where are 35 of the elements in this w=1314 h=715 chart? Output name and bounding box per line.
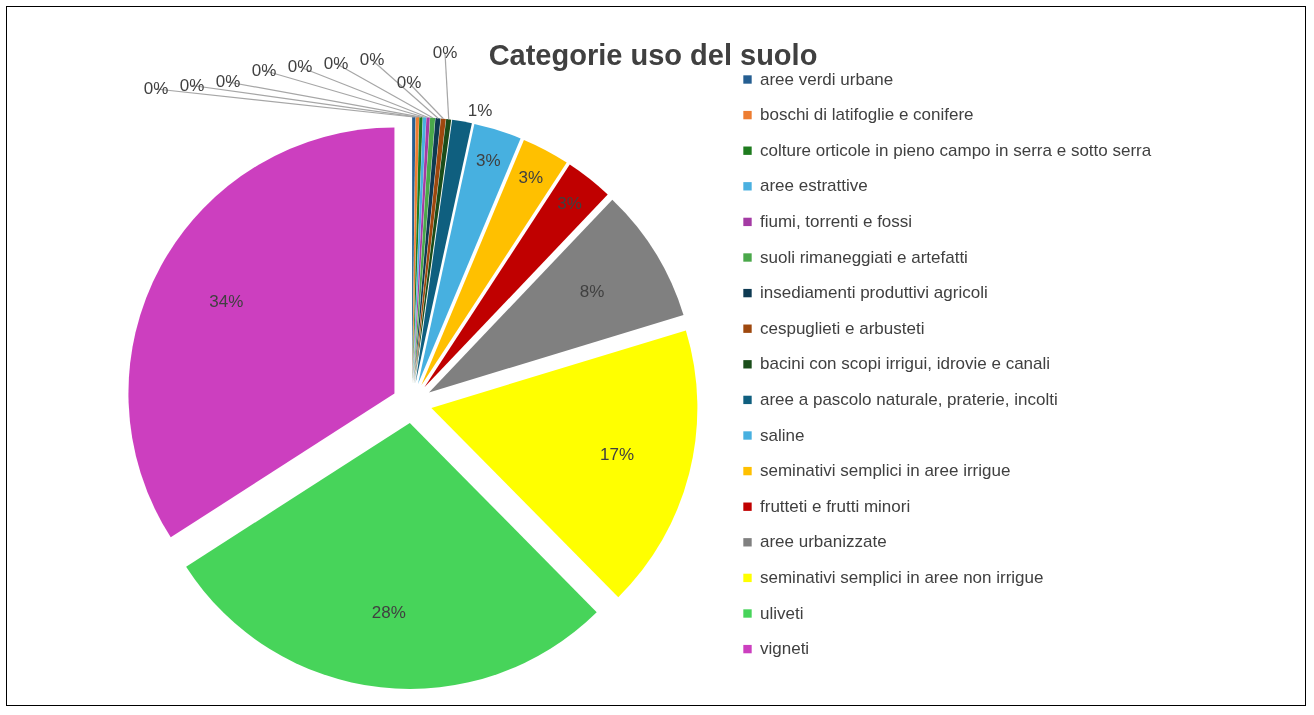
data-label: 34% <box>209 291 244 311</box>
legend-label: insediamenti produttivi agricoli <box>760 283 988 303</box>
data-label: 3% <box>557 193 582 213</box>
legend-label: vigneti <box>760 639 810 659</box>
legend-label: boschi di latifoglie e conifere <box>760 105 974 125</box>
legend-label: bacini con scopi irrigui, idrovie e canali <box>760 354 1051 374</box>
legend-label: saline <box>760 425 805 445</box>
legend-label: suoli rimaneggiati e artefatti <box>760 247 968 267</box>
legend-label: aree estrattive <box>760 176 868 196</box>
data-label: 0% <box>251 60 277 80</box>
legend-label: seminativi semplici in aree irrigue <box>760 461 1011 481</box>
data-label: 0% <box>215 72 241 91</box>
data-label: 0% <box>432 43 458 62</box>
data-label: 3% <box>518 168 544 188</box>
data-label: 0% <box>359 50 385 69</box>
data-label: 1% <box>467 101 493 121</box>
data-label: 28% <box>371 603 406 623</box>
data-label: 8% <box>579 281 605 301</box>
legend-label: seminativi semplici in aree non irrigue <box>760 567 1044 587</box>
data-label: 0% <box>396 73 422 92</box>
legend-label: aree verdi urbane <box>760 69 894 89</box>
data-label: 3% <box>475 150 501 170</box>
data-label: 0% <box>143 79 169 98</box>
legend-label: cespuglieti e arbusteti <box>760 318 925 338</box>
chart-title: Categorie uso del suolo <box>488 39 818 71</box>
legend-label: colture orticole in pieno campo in serra e sotto serra <box>760 140 1152 160</box>
legend-label: uliveti <box>760 603 804 623</box>
data-label: 0% <box>179 75 205 95</box>
legend-label: frutteti e frutti minori <box>760 496 911 516</box>
legend-label: fiumi, torrenti e fossi <box>760 211 913 231</box>
data-label: 17% <box>600 444 635 464</box>
data-label: 0% <box>323 53 349 73</box>
legend-label: aree urbanizzate <box>760 532 887 552</box>
data-label: 0% <box>287 57 313 76</box>
legend-label: aree a pascolo naturale, praterie, incolti <box>760 389 1058 409</box>
